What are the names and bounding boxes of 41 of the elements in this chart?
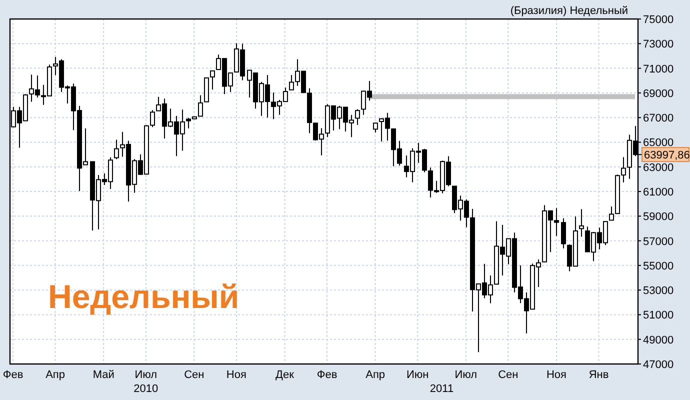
candlestick [373, 122, 378, 133]
y-tick-label: 57000 [643, 236, 674, 248]
annotation: Недельный [48, 278, 240, 315]
y-tick-label: 65000 [643, 137, 674, 150]
x-tick-label: Апр [366, 369, 386, 381]
y-tick-label: 63000 [643, 162, 674, 174]
x-tick-label: Апр [46, 369, 65, 381]
y-tick-label: 49000 [643, 334, 674, 346]
x-tick-label: Ноя [226, 369, 246, 381]
chart-title: (Бразилия) Недельный [510, 5, 628, 17]
y-tick-label: 55000 [643, 260, 674, 272]
y-tick-label: 51000 [643, 310, 674, 322]
x-tick-label: Фев [2, 369, 24, 381]
candlestick [579, 208, 584, 238]
y-tick-label: 71000 [643, 63, 674, 76]
candlestick [204, 77, 209, 102]
candlestick [150, 110, 155, 128]
y-tick-label: 61000 [643, 186, 674, 198]
x-tick-label: Сен [498, 369, 518, 381]
x-tick-label: 2011 [430, 383, 454, 395]
x-tick-label: Фев [316, 369, 338, 381]
candlestick [561, 218, 566, 249]
y-tick-label: 69000 [643, 88, 674, 100]
text: 63997,86 [644, 150, 690, 162]
x-tick-label: Июл [454, 369, 478, 381]
x-tick-label: Сен [184, 369, 204, 381]
candlestick [210, 70, 215, 90]
y-tick-label: 53000 [643, 285, 674, 298]
x-tick-label: Дек [276, 369, 294, 381]
candlestick [198, 94, 203, 117]
y-tick-label: 59000 [643, 211, 674, 224]
y-tick-label: 75000 [643, 14, 674, 26]
x-tick-label: Ноя [546, 369, 567, 381]
y-tick-label: 67000 [643, 112, 674, 125]
x-tick-label: Янв [588, 369, 609, 381]
y-tick-label: 47000 [643, 359, 674, 371]
x-tick-label: Июл 2010 [134, 369, 158, 395]
candlestick [355, 108, 360, 126]
x-tick-label: Июн [406, 369, 429, 381]
y-tick-label: 73000 [643, 38, 674, 51]
x-tick-label: Май [92, 369, 114, 381]
